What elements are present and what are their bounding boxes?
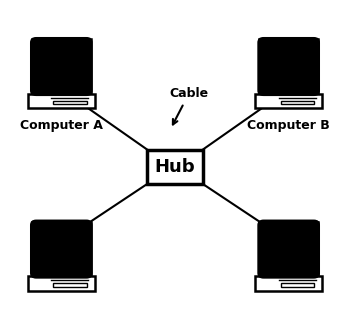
Bar [147, 150, 203, 184]
FancyBboxPatch shape [30, 220, 93, 279]
Bar [259, 39, 318, 94]
Text: Computer B: Computer B [247, 119, 330, 132]
Bar [32, 222, 91, 276]
Bar [281, 283, 314, 287]
Text: Cable: Cable [169, 87, 208, 124]
Bar [53, 101, 87, 104]
Bar [28, 276, 95, 291]
FancyBboxPatch shape [257, 220, 320, 279]
Bar [281, 101, 314, 104]
Text: Computer A: Computer A [20, 119, 103, 132]
Bar [255, 94, 322, 108]
Bar [255, 276, 322, 291]
Bar [28, 94, 95, 108]
FancyBboxPatch shape [257, 37, 320, 96]
Bar [53, 283, 87, 287]
Bar [259, 222, 318, 276]
FancyBboxPatch shape [30, 37, 93, 96]
Bar [32, 39, 91, 94]
Text: Hub: Hub [155, 158, 195, 176]
